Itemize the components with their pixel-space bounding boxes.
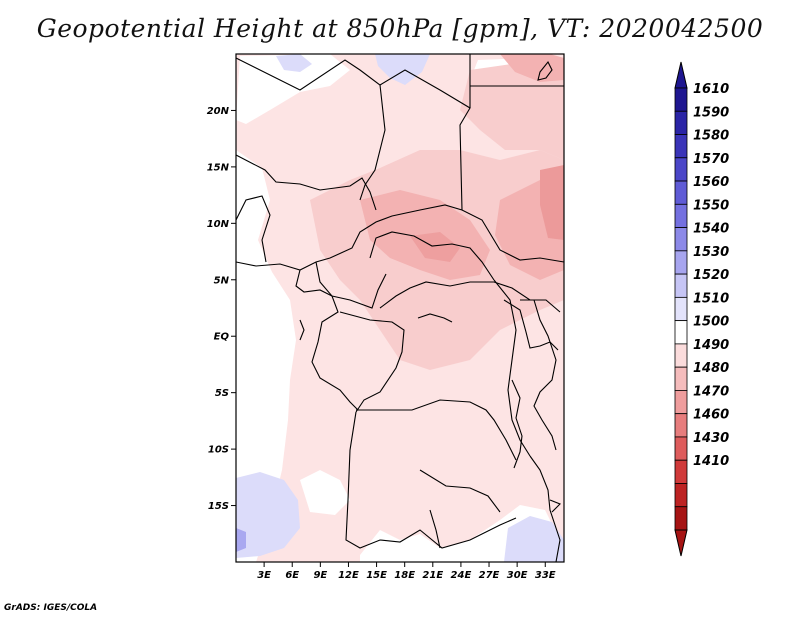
colorbar-label: 1500	[693, 315, 729, 330]
colorbar-swatch	[674, 320, 688, 345]
lon-tick-label: 24E	[451, 570, 472, 581]
colorbar-swatch	[674, 273, 688, 298]
colorbar-label: 1520	[693, 268, 729, 283]
colorbar-label: 1470	[693, 384, 729, 399]
colorbar-bottom-arrow	[674, 529, 688, 557]
lon-tick-label: 30E	[507, 570, 528, 581]
colorbar-swatch	[674, 227, 688, 252]
field-white-lakes	[300, 470, 350, 515]
field-blue-southwest	[236, 472, 300, 558]
colorbar-swatch	[674, 436, 688, 461]
field-blue-southeast	[504, 516, 564, 562]
colorbar-swatch	[674, 343, 688, 368]
colorbar-swatch	[674, 413, 688, 438]
lat-tick-label: 10N	[207, 219, 230, 230]
country-borders	[236, 54, 564, 562]
colorbar: 1610 1590 1580 1570 1560 1550 1540 1530 1520 1510…	[674, 61, 729, 557]
colorbar-swatch	[674, 134, 688, 159]
longitude-axis: 3E 6E 9E 12E 15E 18E 21E 24E 27E 30E 33E	[257, 562, 556, 581]
colorbar-label: 1480	[693, 361, 729, 376]
colorbar-label: 1580	[693, 129, 729, 144]
lon-tick-label: 12E	[338, 570, 359, 581]
field-pink-east	[460, 60, 564, 160]
colorbar-swatch	[674, 296, 688, 322]
lat-tick-label: 20N	[207, 106, 230, 117]
lat-tick-label: 5S	[215, 388, 229, 399]
colorbar-swatch	[674, 110, 688, 135]
lon-tick-label: 6E	[285, 570, 299, 581]
colorbar-label: 1510	[693, 291, 729, 306]
field-deeper-center	[410, 232, 460, 262]
colorbar-swatch	[674, 250, 688, 275]
latitude-axis: 20N 15N 10N 5N EQ 5S 10S 15S	[207, 106, 236, 512]
field-blue-north	[276, 54, 312, 72]
lat-tick-label: 10S	[208, 445, 229, 456]
colorbar-swatch	[674, 157, 688, 182]
colorbar-swatch	[674, 390, 688, 415]
colorbar-label: 1590	[693, 105, 729, 120]
colorbar-swatch	[674, 459, 688, 484]
lat-tick-label: EQ	[214, 332, 230, 343]
colorbar-swatch	[674, 366, 688, 391]
colorbar-swatch	[674, 180, 688, 205]
colorbar-swatch	[674, 203, 688, 228]
lon-tick-label: 15E	[366, 570, 387, 581]
lat-tick-label: 15N	[207, 162, 230, 173]
lon-tick-label: 18E	[394, 570, 415, 581]
colorbar-label: 1410	[693, 454, 729, 469]
lon-tick-label: 33E	[535, 570, 556, 581]
grads-credit: GrADS: IGES/COLA	[4, 603, 98, 613]
lon-tick-label: 3E	[257, 570, 271, 581]
colorbar-label: 1460	[693, 408, 729, 423]
map-panel	[236, 54, 564, 562]
colorbar-label: 1490	[693, 338, 729, 353]
lon-tick-label: 9E	[313, 570, 327, 581]
colorbar-label: 1530	[693, 245, 729, 260]
colorbar-swatch	[674, 506, 688, 531]
field-white-west	[236, 150, 296, 562]
colorbar-label: 1610	[693, 82, 729, 97]
lon-tick-label: 27E	[479, 570, 500, 581]
colorbar-swatch	[674, 87, 688, 112]
colorbar-label: 1550	[693, 198, 729, 213]
map-title: Geopotential Height at 850hPa [gpm], VT:…	[36, 14, 764, 43]
colorbar-top-arrow	[674, 61, 688, 89]
map-frame	[235, 53, 565, 563]
lat-tick-label: 15S	[208, 501, 229, 512]
lat-tick-label: 5N	[214, 275, 230, 286]
colorbar-label: 1560	[693, 175, 729, 190]
field-deeper-east	[540, 165, 564, 240]
field-white-north	[236, 54, 350, 124]
field-blue-southwest-dark	[236, 528, 246, 552]
colorbar-label: 1430	[693, 431, 729, 446]
colorbar-swatch	[674, 483, 688, 508]
colorbar-label: 1540	[693, 222, 729, 237]
lon-tick-label: 21E	[422, 570, 443, 581]
colorbar-label: 1570	[693, 152, 729, 167]
field-blue-north2	[375, 54, 430, 85]
